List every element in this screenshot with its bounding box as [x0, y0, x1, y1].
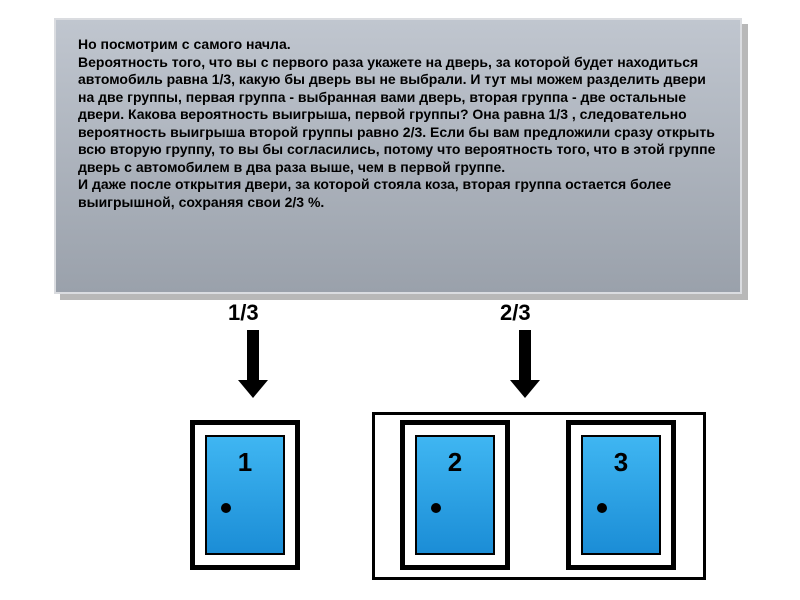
door-knob [597, 503, 607, 513]
door-inner: 3 [581, 435, 661, 555]
probability-label-right: 2/3 [500, 300, 531, 326]
door-1: 1 [190, 420, 300, 570]
probability-label-left: 1/3 [228, 300, 259, 326]
door-knob [431, 503, 441, 513]
arrow-left [238, 330, 268, 398]
text-panel: Но посмотрим с самого начла. Вероятность… [54, 18, 742, 294]
arrow-right [510, 330, 540, 398]
door-3: 3 [566, 420, 676, 570]
door-number: 3 [583, 447, 659, 478]
explanation-text: Но посмотрим с самого начла. Вероятность… [78, 36, 718, 211]
door-inner: 2 [415, 435, 495, 555]
door-2: 2 [400, 420, 510, 570]
door-number: 2 [417, 447, 493, 478]
door-inner: 1 [205, 435, 285, 555]
door-knob [221, 503, 231, 513]
door-number: 1 [207, 447, 283, 478]
